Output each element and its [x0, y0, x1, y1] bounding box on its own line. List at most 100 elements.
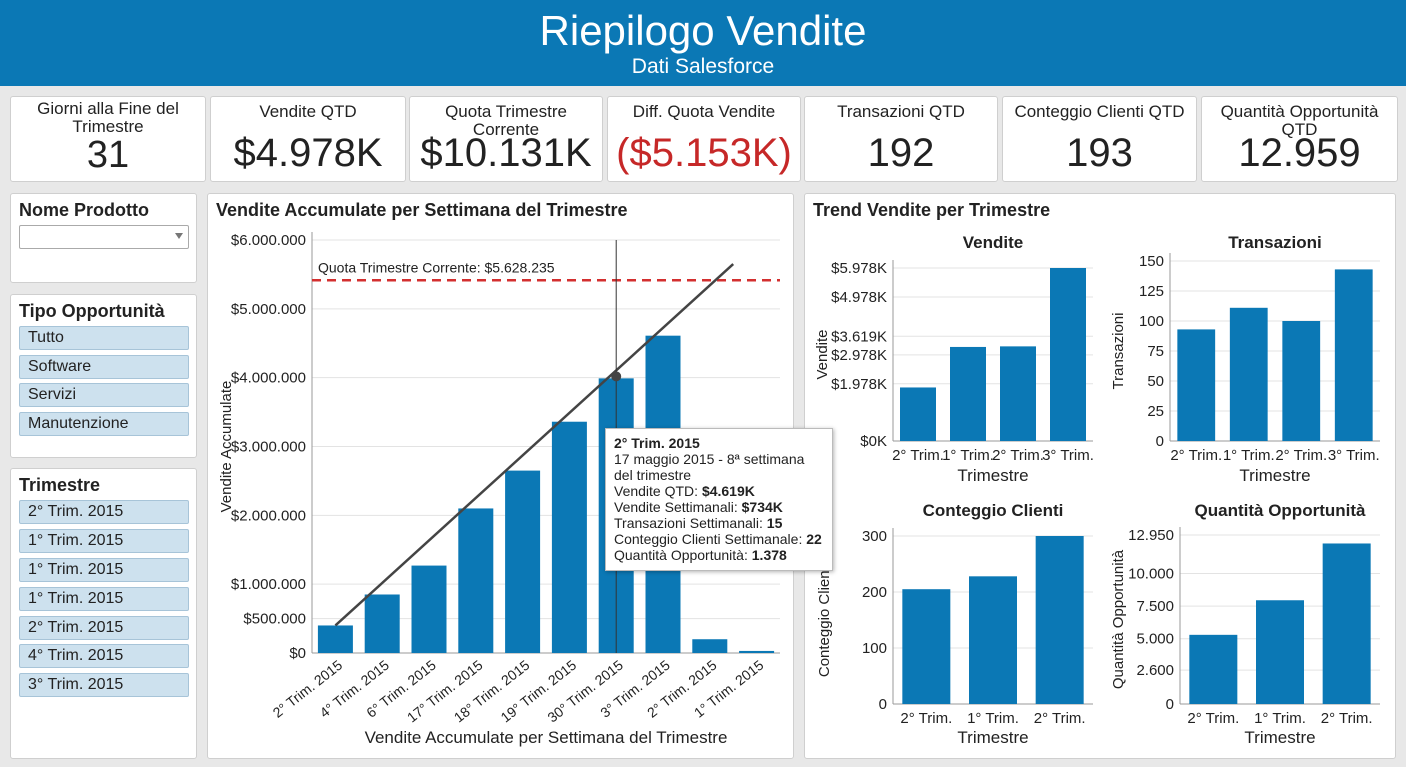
y-axis-label: Vendite Accumulate — [218, 381, 235, 513]
trend-line — [334, 263, 735, 627]
chart-title: Quantità Opportunità — [1195, 501, 1366, 520]
kpi-label: Vendite QTD — [259, 102, 357, 121]
tooltip-row: Vendite Settimanali: $734K — [614, 499, 783, 515]
y-tick-label: 0 — [879, 696, 887, 713]
y-tick-label: $2.978K — [831, 347, 887, 364]
chart-title: Vendite — [963, 233, 1023, 252]
y-tick-label: 0 — [1156, 433, 1164, 450]
bar — [1256, 600, 1304, 704]
x-tick-label: 2° Trim. — [1187, 710, 1239, 727]
kpi-value: $4.978K — [233, 131, 383, 175]
page-subtitle: Dati Salesforce — [631, 55, 775, 78]
bar — [950, 346, 986, 441]
x-tick-label: 1° Trim. — [1223, 447, 1275, 464]
y-tick-label: $4.000.000 — [231, 370, 306, 387]
bar — [551, 421, 587, 653]
x-axis-label: Trimestre — [1244, 728, 1315, 747]
y-tick-label: $3.000.000 — [231, 439, 306, 456]
tooltip-row: Transazioni Settimanali: 15 — [614, 515, 783, 531]
bar — [1189, 634, 1238, 704]
y-tick-label: 100 — [862, 640, 887, 657]
y-tick-label: 150 — [1139, 253, 1164, 270]
kpi-label: Quantità Opportunità QTD — [1220, 102, 1379, 139]
x-tick-label: 2° Trim. — [992, 447, 1044, 464]
kpi-transactions-qtd: Transazioni QTD 192 — [804, 96, 998, 182]
x-tick-label: 2° Trim. — [1034, 710, 1086, 727]
x-tick-label: 1° Trim. — [967, 710, 1019, 727]
chevron-down-icon — [175, 233, 183, 239]
x-tick-label: 3° Trim. — [1328, 447, 1380, 464]
quarter-option[interactable]: 1° Trim. 2015 — [19, 558, 189, 582]
chart-title: Transazioni — [1228, 233, 1322, 252]
y-tick-label: $0 — [289, 645, 306, 662]
tooltip-row: Quantità Opportunità: 1.378 — [614, 547, 787, 563]
bar — [364, 594, 400, 653]
header-banner: Riepilogo Vendite Dati Salesforce — [0, 0, 1406, 86]
opportunity-option-maintenance[interactable]: Manutenzione — [19, 412, 189, 436]
kpi-value: 193 — [1066, 131, 1133, 175]
kpi-value: 12.959 — [1238, 131, 1361, 175]
quarter-option[interactable]: 2° Trim. 2015 — [19, 616, 189, 640]
quota-reference-label: Quota Trimestre Corrente: $5.628.235 — [318, 259, 555, 275]
bar — [411, 565, 447, 653]
y-tick-label: 200 — [862, 584, 887, 601]
x-axis-label: Trimestre — [957, 728, 1028, 747]
bar — [1282, 321, 1321, 441]
quarter-option[interactable]: 1° Trim. 2015 — [19, 587, 189, 611]
x-tick-label: 2° Trim. — [900, 710, 952, 727]
kpi-days-to-quarter-end: Giorni alla Fine del Trimestre 31 — [10, 96, 206, 182]
quarter-option[interactable]: 3° Trim. 2015 — [19, 673, 189, 697]
y-tick-label: $5.000.000 — [231, 301, 306, 318]
y-tick-label: 25 — [1147, 403, 1164, 420]
y-tick-label: $1.000.000 — [231, 576, 306, 593]
kpi-quota-diff: Diff. Quota Vendite ($5.153K) — [607, 96, 801, 182]
quarter-option[interactable]: 4° Trim. 2015 — [19, 644, 189, 668]
x-tick-label: 1° Trim. — [942, 447, 994, 464]
x-tick-label: 2° Trim. — [892, 447, 944, 464]
y-tick-label: 300 — [862, 528, 887, 545]
quarter-option[interactable]: 1° Trim. 2015 — [19, 529, 189, 553]
y-tick-label: 50 — [1147, 373, 1164, 390]
kpi-value: 31 — [86, 134, 130, 176]
bar — [1229, 307, 1268, 441]
bar — [505, 470, 541, 653]
opportunity-option-software[interactable]: Software — [19, 355, 189, 379]
y-tick-label: 125 — [1139, 283, 1164, 300]
opportunity-option-all[interactable]: Tutto — [19, 326, 189, 350]
chart-title: Conteggio Clienti — [923, 501, 1064, 520]
opportunity-option-services[interactable]: Servizi — [19, 383, 189, 407]
y-tick-label: $4.978K — [831, 289, 887, 306]
kpi-label: Quota Trimestre Corrente — [445, 102, 567, 139]
kpi-label: Giorni alla Fine del Trimestre — [37, 99, 179, 136]
kpi-current-quota: Quota Trimestre Corrente $10.131K — [409, 96, 603, 182]
y-tick-label: 10.000 — [1128, 565, 1174, 582]
kpi-label: Conteggio Clienti QTD — [1014, 102, 1185, 121]
kpi-label: Transazioni QTD — [837, 102, 965, 121]
tooltip-row: Conteggio Clienti Settimanale: 22 — [614, 531, 822, 547]
tooltip-row: Vendite QTD: $4.619K — [614, 483, 755, 499]
quarter-option[interactable]: 2° Trim. 2015 — [19, 500, 189, 524]
chart-tooltip: 2° Trim. 2015 17 maggio 2015 - 8ª settim… — [605, 428, 833, 571]
x-tick-label: 2° Trim. — [1275, 447, 1327, 464]
y-tick-label: 7.500 — [1136, 598, 1174, 615]
x-tick-label: 1° Trim. — [1254, 710, 1306, 727]
bar — [317, 625, 353, 653]
product-dropdown[interactable] — [19, 225, 189, 249]
y-tick-label: 2.600 — [1136, 662, 1174, 679]
y-tick-label: 12.950 — [1128, 527, 1174, 544]
accumulated-sales-title: Vendite Accumulate per Settimana del Tri… — [216, 200, 628, 220]
filter-quarter-title: Trimestre — [19, 475, 101, 495]
bar — [1334, 269, 1373, 441]
tooltip-date: 17 maggio 2015 - 8ª settimana del trimes… — [614, 451, 805, 483]
bar — [1177, 329, 1216, 441]
y-axis-label: Quantità Opportunità — [1110, 549, 1127, 689]
kpi-value: ($5.153K) — [616, 131, 792, 175]
y-tick-label: $6.000.000 — [231, 232, 306, 249]
kpi-label: Diff. Quota Vendite — [632, 102, 776, 121]
y-tick-label: $3.619K — [831, 328, 887, 345]
x-tick-label: 3° Trim. — [1042, 447, 1094, 464]
bar — [458, 508, 494, 653]
y-axis-label: Transazioni — [1110, 313, 1127, 390]
y-tick-label: $500.000 — [243, 611, 306, 628]
